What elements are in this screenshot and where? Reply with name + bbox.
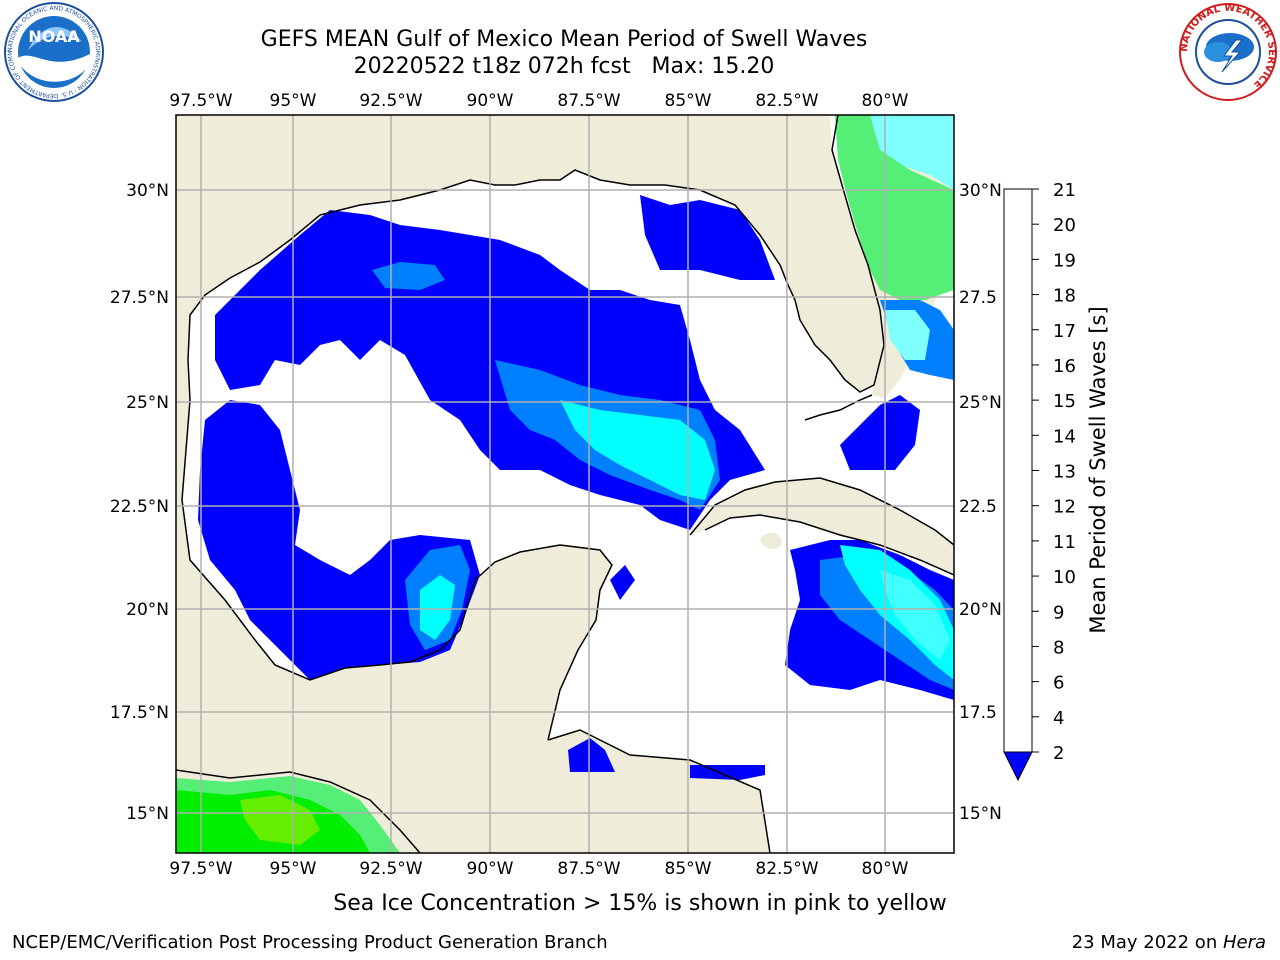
- colorbar-tick-label: 4: [1053, 708, 1064, 729]
- graticule: [176, 115, 954, 853]
- lon-label-top: 95°W: [270, 91, 317, 111]
- land-cuba: [690, 478, 954, 575]
- contour-12-13s-pacific: [240, 795, 320, 845]
- lat-label-right: 25°N: [959, 393, 1002, 413]
- lon-label-top: 97.5°W: [169, 91, 232, 111]
- lon-label-top: 92.5°W: [359, 91, 422, 111]
- coastline-cuba: [689, 477, 954, 546]
- lat-labels-left: 30°N 27.5°N 25°N 22.5°N 20°N 17.5°N 15°N: [110, 181, 169, 824]
- contour-2-4s-yucatan-channel: [610, 565, 635, 600]
- lon-label-bottom: 92.5°W: [359, 859, 422, 879]
- footer-credit: NCEP/EMC/Verification Post Processing Pr…: [12, 932, 608, 953]
- colorbar: 2 4 6 8 9 10 11 12 13 14 15 16 17 18 19 20 21 Mean Perio…: [1003, 180, 1110, 782]
- lat-label-left: 15°N: [126, 804, 169, 824]
- coastline-keys: [804, 394, 873, 421]
- colorbar-tick-label: 14: [1053, 426, 1076, 447]
- nws-logo: NATIONAL WEATHER SERVICE: [1179, 3, 1277, 101]
- colorbar-tick-label: 10: [1053, 567, 1076, 588]
- lat-label-left: 20°N: [126, 600, 169, 620]
- colorbar-tick-label: 15: [1053, 391, 1076, 412]
- lon-labels-bottom: 97.5°W 95°W 92.5°W 90°W 87.5°W 85°W 82.5°W 80°W: [169, 859, 908, 879]
- lat-label-left: 25°N: [126, 393, 169, 413]
- contour-2-4s-honduras: [568, 738, 615, 772]
- lon-label-bottom: 95°W: [270, 859, 317, 879]
- lat-label-left: 17.5°N: [110, 703, 169, 723]
- coastline-central-america: [547, 729, 771, 853]
- lon-label-top: 82.5°W: [755, 91, 818, 111]
- contour-2-4s-straits: [840, 395, 920, 470]
- colorbar-tick-label: 8: [1053, 637, 1064, 658]
- lat-label-left: 27.5°N: [110, 288, 169, 308]
- lon-label-bottom: 85°W: [665, 859, 712, 879]
- colorbar-tick-label: 2: [1053, 743, 1064, 764]
- land-isle-of-youth: [760, 532, 782, 550]
- coastline-florida: [794, 115, 885, 393]
- lat-label-right: 22.5: [959, 497, 997, 517]
- colorbar-tick-label: 19: [1053, 250, 1076, 271]
- chart-subtitle: 20220522 t18z 072h fcst Max: 15.20: [353, 54, 775, 79]
- colorbar-extend-arrow: [1003, 751, 1033, 782]
- colorbar-tick-label: 9: [1053, 602, 1064, 623]
- lon-label-bottom: 80°W: [862, 859, 909, 879]
- coastline-cuba-south: [704, 514, 954, 576]
- lat-label-right: 17.5: [959, 703, 997, 723]
- land-us-gulf-coast: [176, 115, 884, 853]
- lat-label-left: 30°N: [126, 181, 169, 201]
- colorbar-frame: [1003, 188, 1033, 753]
- contour-6-8s-campeche: [420, 575, 455, 640]
- contour-9-10s-atlantic: [870, 115, 954, 190]
- lon-label-bottom: 97.5°W: [169, 859, 232, 879]
- lat-label-right: 20°N: [959, 600, 1002, 620]
- lat-labels-right: 30°N 27.5 25°N 22.5 20°N 17.5 15°N: [959, 181, 1002, 824]
- contour-10-11s-atlantic: [835, 115, 954, 300]
- noaa-logo: NOAA NATIONAL OCEANIC AND ATMOSPHERIC AD…: [4, 2, 104, 102]
- colorbar-tick-label: 20: [1053, 215, 1076, 236]
- colorbar-tick-label: 21: [1053, 180, 1076, 201]
- coastline-us-gulf: [181, 169, 796, 741]
- colorbar-tick-label: 6: [1053, 673, 1064, 694]
- contour-9-10s-atlantic-south: [885, 310, 930, 360]
- footer-machine: Hera: [1222, 932, 1266, 953]
- lon-label-bottom: 87.5°W: [557, 859, 620, 879]
- lat-label-right: 15°N: [959, 804, 1002, 824]
- lat-label-right: 30°N: [959, 181, 1002, 201]
- contour-6-8s-central: [560, 400, 715, 500]
- lon-label-top: 90°W: [467, 91, 514, 111]
- lon-label-bottom: 90°W: [467, 859, 514, 879]
- sea-ice-note: Sea Ice Concentration > 15% is shown in …: [333, 891, 947, 916]
- colorbar-tick-label: 12: [1053, 497, 1076, 518]
- colorbar-tick-label: 11: [1053, 532, 1076, 553]
- contour-8-9s-caribbean: [880, 570, 950, 660]
- colorbar-tick-label: 17: [1053, 321, 1076, 342]
- coastline-layer: [176, 115, 954, 853]
- footer-date: 23 May 2022 on Hera: [1072, 932, 1266, 954]
- lon-label-top: 87.5°W: [557, 91, 620, 111]
- lat-label-left: 22.5°N: [110, 497, 169, 517]
- lon-label-top: 85°W: [665, 91, 712, 111]
- colorbar-tick-label: 16: [1053, 356, 1076, 377]
- colorbar-tick-label: 18: [1053, 286, 1076, 307]
- lon-labels-top: 97.5°W 95°W 92.5°W 90°W 87.5°W 85°W 82.5°W 80°W: [169, 91, 908, 111]
- colorbar-label: Mean Period of Swell Waves [s]: [1086, 306, 1110, 633]
- chart-title: GEFS MEAN Gulf of Mexico Mean Period of …: [260, 27, 868, 52]
- footer-date-text: 23 May 2022 on: [1071, 932, 1223, 953]
- contour-2-4s-northeast: [640, 195, 775, 280]
- coastline-pacific: [176, 769, 421, 853]
- map-frame: [175, 114, 955, 854]
- lon-label-bottom: 82.5°W: [755, 859, 818, 879]
- lat-label-right: 27.5: [959, 288, 997, 308]
- colorbar-tick-label: 13: [1053, 462, 1076, 483]
- lon-label-top: 80°W: [862, 91, 909, 111]
- noaa-wordmark: NOAA: [28, 27, 80, 46]
